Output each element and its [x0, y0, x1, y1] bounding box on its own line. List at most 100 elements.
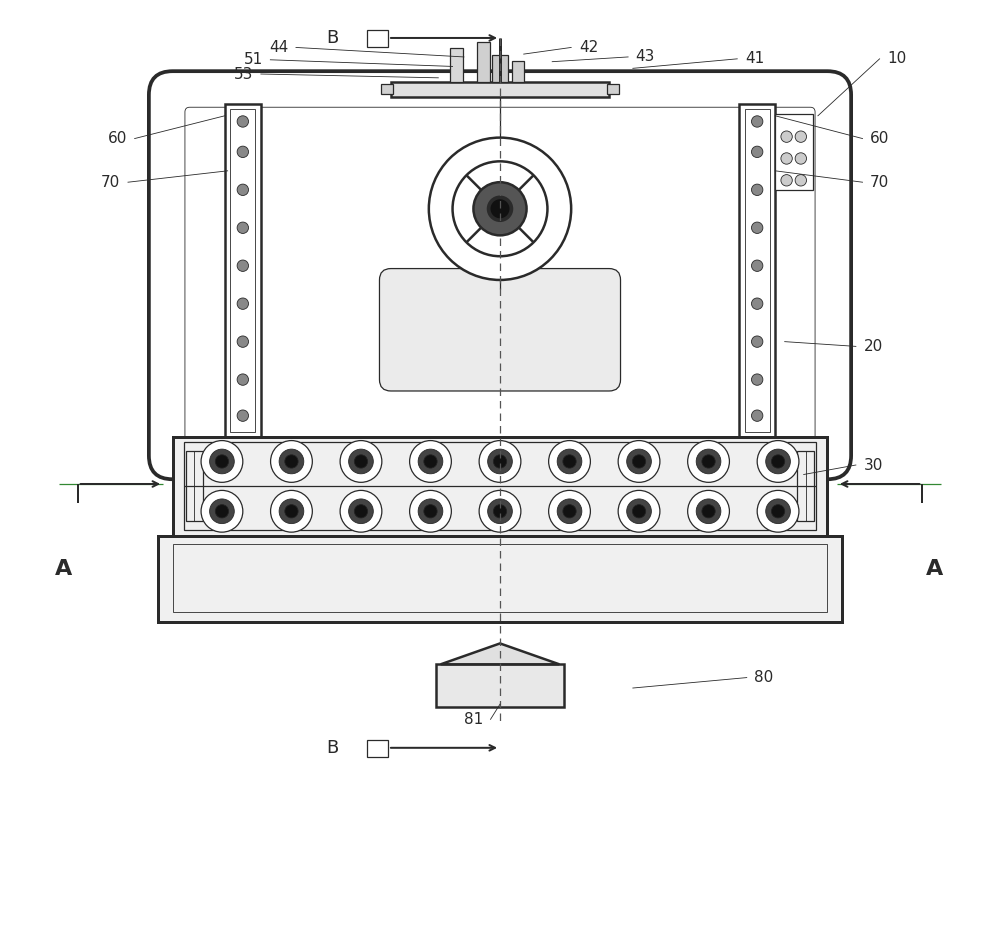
Circle shape	[201, 491, 243, 532]
Circle shape	[418, 499, 443, 524]
Text: 51: 51	[244, 52, 263, 67]
Circle shape	[557, 499, 582, 524]
Circle shape	[340, 491, 382, 532]
Bar	[381, 84, 393, 94]
Text: 70: 70	[870, 175, 889, 190]
Circle shape	[557, 449, 582, 474]
Circle shape	[410, 440, 451, 482]
Circle shape	[757, 491, 799, 532]
Circle shape	[632, 505, 646, 518]
Circle shape	[696, 449, 721, 474]
Circle shape	[453, 161, 547, 256]
Circle shape	[349, 499, 373, 524]
Text: 44: 44	[269, 40, 288, 55]
Circle shape	[410, 491, 451, 532]
Circle shape	[237, 222, 249, 233]
Bar	[158, 536, 842, 622]
Circle shape	[488, 449, 512, 474]
Circle shape	[549, 491, 590, 532]
Circle shape	[418, 449, 443, 474]
Circle shape	[489, 197, 511, 220]
Bar	[391, 82, 609, 97]
Circle shape	[757, 440, 799, 482]
Circle shape	[349, 449, 373, 474]
Circle shape	[237, 298, 249, 309]
Text: A: A	[926, 559, 943, 580]
Text: 41: 41	[745, 51, 764, 66]
Circle shape	[795, 131, 807, 142]
Circle shape	[751, 410, 763, 421]
Text: 60: 60	[108, 131, 127, 146]
Circle shape	[237, 184, 249, 195]
Bar	[745, 109, 770, 432]
Circle shape	[781, 153, 792, 164]
FancyBboxPatch shape	[379, 269, 621, 391]
Bar	[186, 452, 203, 521]
Bar	[230, 109, 255, 432]
Bar	[477, 42, 490, 82]
Circle shape	[237, 260, 249, 271]
Circle shape	[279, 449, 304, 474]
Circle shape	[627, 449, 651, 474]
Circle shape	[795, 175, 807, 186]
Circle shape	[354, 455, 368, 468]
Circle shape	[201, 440, 243, 482]
Bar	[797, 452, 814, 521]
Circle shape	[215, 455, 229, 468]
Bar	[775, 114, 813, 190]
Text: 70: 70	[101, 175, 120, 190]
Text: 20: 20	[863, 339, 883, 354]
Bar	[367, 740, 388, 757]
Circle shape	[618, 440, 660, 482]
Bar	[492, 55, 508, 82]
Circle shape	[781, 131, 792, 142]
Circle shape	[563, 455, 576, 468]
Circle shape	[424, 455, 437, 468]
Circle shape	[751, 260, 763, 271]
Circle shape	[751, 146, 763, 158]
Text: A: A	[55, 559, 72, 580]
Circle shape	[237, 336, 249, 347]
Circle shape	[702, 505, 715, 518]
Circle shape	[688, 491, 729, 532]
Text: B: B	[326, 739, 339, 756]
Circle shape	[795, 153, 807, 164]
Circle shape	[766, 499, 790, 524]
Circle shape	[271, 491, 312, 532]
Circle shape	[751, 374, 763, 385]
Circle shape	[285, 455, 298, 468]
Bar	[367, 30, 388, 47]
Text: 42: 42	[579, 40, 598, 55]
Bar	[225, 104, 261, 437]
Bar	[173, 544, 827, 612]
Circle shape	[771, 505, 785, 518]
Bar	[184, 442, 816, 530]
Circle shape	[479, 491, 521, 532]
Circle shape	[285, 505, 298, 518]
Circle shape	[488, 499, 512, 524]
Circle shape	[210, 449, 234, 474]
Circle shape	[493, 455, 507, 468]
Circle shape	[473, 182, 527, 235]
Circle shape	[702, 455, 715, 468]
Polygon shape	[441, 643, 559, 664]
Text: 80: 80	[754, 670, 774, 685]
Bar	[512, 61, 524, 82]
Circle shape	[781, 175, 792, 186]
Circle shape	[549, 440, 590, 482]
Text: 30: 30	[863, 457, 883, 473]
Circle shape	[751, 222, 763, 233]
Circle shape	[237, 410, 249, 421]
Circle shape	[424, 505, 437, 518]
Circle shape	[237, 116, 249, 127]
Text: 81: 81	[464, 712, 483, 727]
Circle shape	[751, 298, 763, 309]
Circle shape	[271, 440, 312, 482]
FancyBboxPatch shape	[149, 71, 851, 479]
Bar	[450, 48, 463, 82]
Circle shape	[688, 440, 729, 482]
Bar	[607, 84, 619, 94]
Bar	[436, 664, 564, 707]
Circle shape	[751, 336, 763, 347]
Circle shape	[632, 455, 646, 468]
